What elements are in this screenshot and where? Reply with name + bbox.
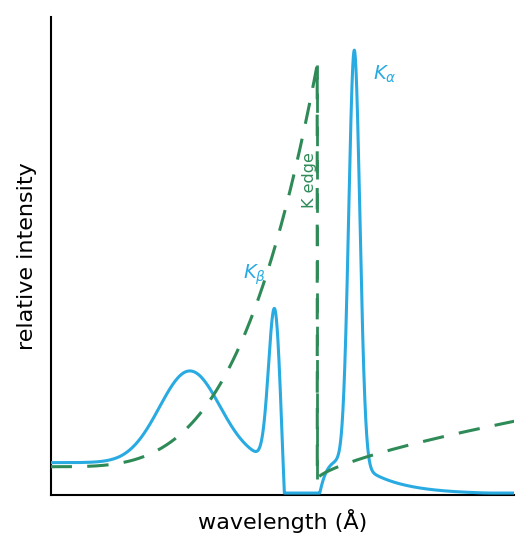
Text: K edge: K edge	[302, 152, 317, 208]
X-axis label: wavelength (Å): wavelength (Å)	[198, 509, 367, 534]
Text: $\mathit{K}_\beta$: $\mathit{K}_\beta$	[243, 263, 266, 288]
Text: $\mathit{K}_\alpha$: $\mathit{K}_\alpha$	[373, 63, 397, 85]
Y-axis label: relative intensity: relative intensity	[16, 162, 37, 350]
